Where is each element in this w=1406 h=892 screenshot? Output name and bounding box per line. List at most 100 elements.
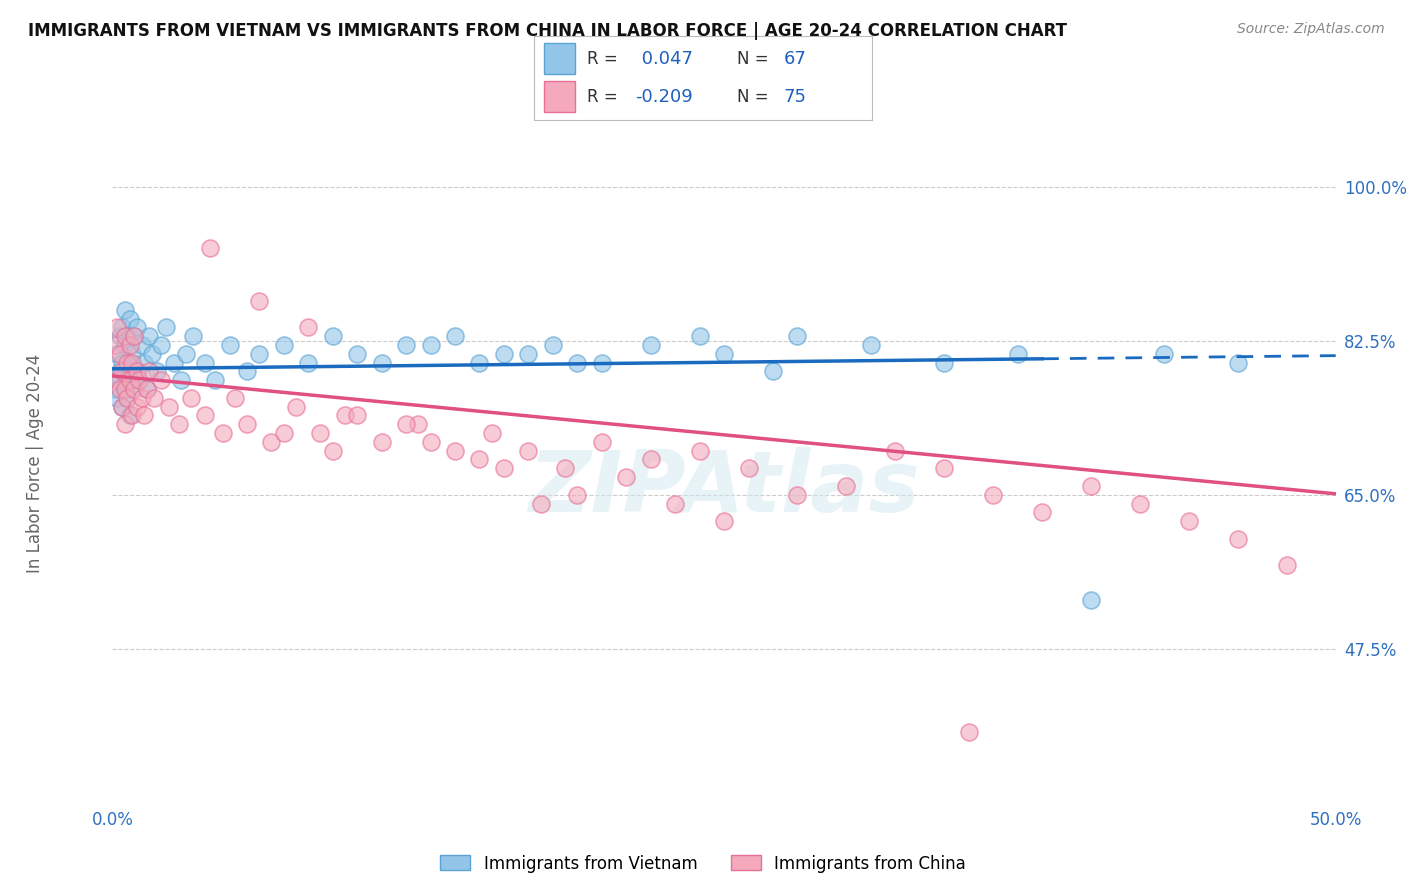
Point — [517, 347, 540, 361]
Point — [121, 382, 143, 396]
Point — [322, 443, 344, 458]
Point — [155, 320, 177, 334]
Point — [260, 434, 283, 449]
Point — [236, 417, 259, 432]
Point — [346, 347, 368, 361]
Point — [934, 356, 956, 370]
Point — [111, 364, 134, 378]
Text: IMMIGRANTS FROM VIETNAM VS IMMIGRANTS FROM CHINA IN LABOR FORCE | AGE 20-24 CORR: IMMIGRANTS FROM VIETNAM VS IMMIGRANTS FR… — [28, 22, 1067, 40]
Point — [835, 479, 858, 493]
Point — [786, 488, 808, 502]
Point — [419, 434, 441, 449]
Point — [689, 329, 711, 343]
Point — [981, 488, 1004, 502]
Point — [118, 356, 141, 370]
Point — [1007, 347, 1029, 361]
Point — [395, 417, 418, 432]
Point — [395, 338, 418, 352]
Point — [145, 364, 167, 378]
Point — [180, 391, 202, 405]
Point — [114, 382, 136, 396]
Point — [859, 338, 882, 352]
Point — [762, 364, 785, 378]
Point — [614, 470, 637, 484]
Point — [115, 373, 138, 387]
Text: R =: R = — [586, 87, 617, 105]
Point — [591, 434, 613, 449]
Point — [529, 496, 551, 510]
Point — [408, 417, 430, 432]
Text: R =: R = — [586, 50, 617, 68]
Point — [273, 426, 295, 441]
Bar — [544, 81, 575, 112]
Point — [541, 338, 564, 352]
Point — [1226, 356, 1249, 370]
Point — [114, 338, 136, 352]
Point — [125, 364, 148, 378]
Point — [444, 443, 467, 458]
Point — [143, 391, 166, 405]
Point — [118, 338, 141, 352]
Text: 67: 67 — [785, 50, 807, 68]
Legend: Immigrants from Vietnam, Immigrants from China: Immigrants from Vietnam, Immigrants from… — [433, 848, 973, 880]
Point — [1178, 514, 1201, 528]
Point — [567, 356, 589, 370]
Point — [1129, 496, 1152, 510]
Point — [138, 364, 160, 378]
Point — [492, 461, 515, 475]
Point — [309, 426, 332, 441]
Text: In Labor Force | Age 20-24: In Labor Force | Age 20-24 — [27, 354, 44, 574]
Point — [713, 514, 735, 528]
Point — [247, 347, 270, 361]
Point — [492, 347, 515, 361]
Point — [121, 347, 143, 361]
Point — [957, 725, 980, 739]
Point — [150, 373, 173, 387]
Point — [105, 373, 128, 387]
Point — [111, 356, 134, 370]
Point — [125, 320, 148, 334]
Point — [108, 373, 131, 387]
Point — [273, 338, 295, 352]
Point — [200, 241, 222, 255]
Point — [322, 329, 344, 343]
Point — [468, 356, 491, 370]
Point — [111, 400, 134, 414]
Point — [138, 329, 160, 343]
Point — [114, 364, 136, 378]
Point — [194, 409, 217, 423]
Point — [135, 382, 157, 396]
Point — [640, 338, 662, 352]
Point — [884, 443, 907, 458]
Point — [167, 417, 190, 432]
Point — [737, 461, 759, 475]
Point — [370, 356, 392, 370]
Point — [108, 347, 131, 361]
Point — [689, 443, 711, 458]
Point — [115, 356, 138, 370]
Point — [150, 338, 173, 352]
Point — [297, 320, 319, 334]
Point — [118, 409, 141, 423]
Point — [1031, 505, 1053, 519]
Text: -0.209: -0.209 — [636, 87, 693, 105]
Point — [713, 347, 735, 361]
Point — [370, 434, 392, 449]
Point — [134, 356, 156, 370]
Point — [444, 329, 467, 343]
Point — [224, 391, 246, 405]
Point — [1080, 593, 1102, 607]
Point — [114, 382, 136, 396]
Point — [111, 320, 134, 334]
Text: 0.047: 0.047 — [636, 50, 693, 68]
Point — [114, 329, 136, 343]
Point — [115, 391, 138, 405]
Point — [104, 338, 127, 352]
Point — [181, 329, 204, 343]
Point — [419, 338, 441, 352]
Point — [481, 426, 503, 441]
Point — [111, 400, 134, 414]
Point — [115, 329, 138, 343]
Point — [118, 373, 141, 387]
Text: N =: N = — [737, 50, 768, 68]
